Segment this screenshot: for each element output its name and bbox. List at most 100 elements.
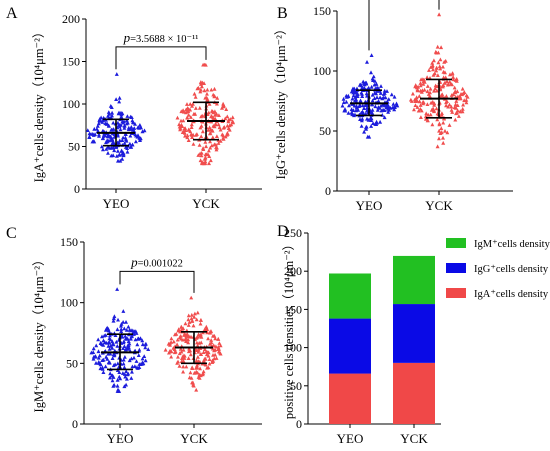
data-point <box>455 103 460 107</box>
data-point <box>225 132 229 137</box>
data-point <box>205 91 209 96</box>
data-point <box>432 108 436 113</box>
data-point <box>428 112 433 117</box>
data-point <box>121 135 126 140</box>
data-point <box>180 356 184 360</box>
data-point <box>191 142 196 146</box>
data-point <box>430 122 435 127</box>
data-point <box>115 149 120 153</box>
x-tick-label-yeo: YEO <box>103 196 130 211</box>
data-point <box>461 102 466 107</box>
y-tick-label: 0 <box>325 184 331 198</box>
data-point <box>370 102 375 107</box>
data-point <box>200 129 205 134</box>
data-point <box>440 111 444 115</box>
data-point <box>441 83 446 88</box>
data-point <box>121 320 126 324</box>
data-point <box>125 149 130 154</box>
data-point <box>362 82 367 87</box>
data-point <box>389 92 394 97</box>
data-point <box>175 342 180 347</box>
data-point <box>124 369 129 373</box>
y-axis-label: positive cells densities（10⁴μm⁻²） <box>282 238 296 419</box>
data-point <box>121 346 126 350</box>
data-point <box>202 327 207 332</box>
data-point <box>221 101 226 106</box>
data-point <box>120 138 125 142</box>
data-point <box>109 373 114 378</box>
data-point <box>110 140 115 145</box>
data-point <box>118 158 123 163</box>
data-point <box>443 58 448 63</box>
data-point <box>341 96 346 101</box>
data-point <box>135 342 140 347</box>
data-point <box>189 125 194 129</box>
data-point <box>216 122 221 127</box>
data-point <box>369 116 374 121</box>
data-point <box>457 94 462 99</box>
data-point <box>199 84 204 89</box>
data-point <box>138 136 143 141</box>
data-point <box>216 349 221 354</box>
data-point <box>182 353 187 358</box>
data-point <box>123 336 128 341</box>
data-point <box>454 111 459 116</box>
data-point <box>142 354 147 358</box>
data-point <box>105 356 110 361</box>
data-point <box>364 124 369 129</box>
data-point <box>169 336 174 341</box>
data-point <box>375 95 379 100</box>
data-point <box>208 145 213 150</box>
data-point <box>129 145 134 149</box>
x-tick-label-yck: YCK <box>425 198 453 213</box>
data-point <box>417 99 422 104</box>
data-point <box>173 332 177 337</box>
panel-c: C 0 50 100 150 YEO YCK IgM⁺cells density（10⁴μm⁻… <box>6 225 262 446</box>
data-point <box>460 92 465 97</box>
data-point <box>441 69 446 74</box>
data-point <box>448 72 452 77</box>
data-point <box>122 141 127 145</box>
data-point <box>115 344 120 348</box>
data-point <box>359 90 364 95</box>
data-point <box>121 357 126 362</box>
data-point <box>447 123 452 127</box>
data-point <box>221 137 226 141</box>
data-point <box>370 92 375 97</box>
data-point <box>122 372 127 376</box>
data-point <box>437 128 442 133</box>
data-point <box>391 102 396 106</box>
data-point <box>111 316 116 321</box>
data-point <box>376 105 381 110</box>
data-point <box>183 333 187 337</box>
data-point <box>438 57 443 62</box>
data-point <box>342 108 347 113</box>
significance-bracket <box>368 0 440 51</box>
data-point <box>189 312 194 317</box>
data-point <box>202 81 206 85</box>
data-point <box>204 349 209 354</box>
data-point <box>87 135 92 139</box>
data-point <box>209 143 214 148</box>
data-point <box>220 132 225 137</box>
data-point <box>369 53 374 57</box>
data-point <box>458 109 463 113</box>
data-point <box>204 144 208 149</box>
data-point <box>105 134 110 139</box>
y-axis-label: IgG⁺cells density（10⁴μm⁻²） <box>274 23 288 180</box>
panel-a: A 0 50 100 150 200 YEO YCK IgA⁺cells density（10⁴… <box>6 5 262 211</box>
data-point <box>451 77 456 82</box>
data-point <box>207 161 211 166</box>
data-point <box>186 107 191 111</box>
data-point <box>201 146 206 150</box>
data-point <box>454 99 459 103</box>
data-point <box>105 138 110 142</box>
data-point <box>190 101 195 106</box>
data-point <box>193 106 198 110</box>
data-point <box>422 77 427 82</box>
data-point <box>95 124 100 128</box>
data-point <box>362 129 367 134</box>
data-point <box>146 347 151 351</box>
data-point <box>188 370 193 375</box>
data-point <box>122 365 127 370</box>
